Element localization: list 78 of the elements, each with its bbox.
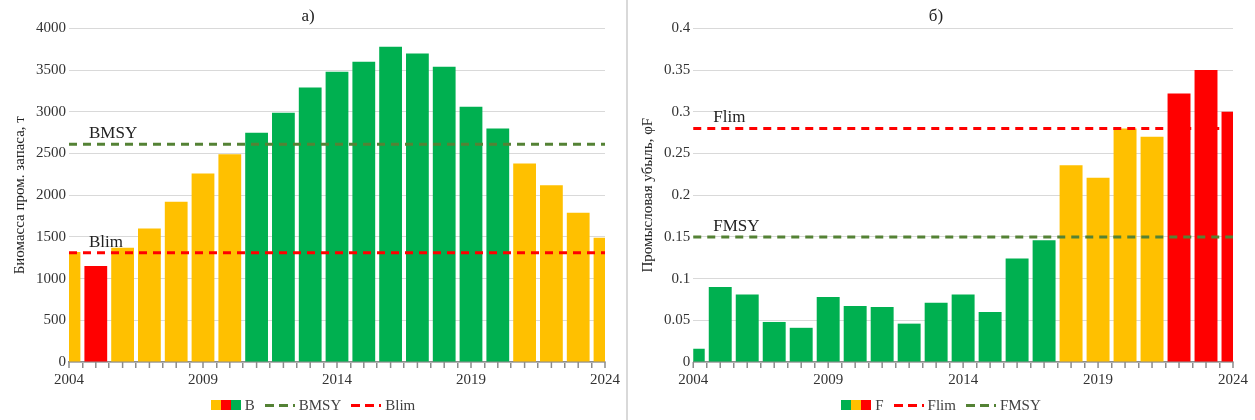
- bar: [816, 296, 840, 362]
- legend-label: F: [875, 396, 884, 414]
- legend-label: B: [244, 396, 255, 414]
- bar: [762, 321, 786, 362]
- x-tick-label: 2019: [1083, 370, 1114, 387]
- y-tick-label: 1000: [36, 269, 66, 286]
- ref-line-label: FMSY: [713, 215, 760, 235]
- x-tick-label: 2014: [322, 370, 353, 387]
- bar: [1032, 240, 1056, 362]
- bar: [897, 323, 921, 362]
- y-tick-label: 0: [58, 352, 66, 369]
- bar: [1059, 165, 1083, 362]
- x-tick-label: 2004: [54, 370, 85, 387]
- bar: [843, 306, 867, 362]
- text: BMSY: [298, 396, 342, 413]
- bar: [84, 266, 108, 362]
- bar: [298, 87, 322, 362]
- y-tick-label: 0.35: [664, 61, 691, 78]
- x-tick-label: 2009: [813, 370, 844, 387]
- bar: [735, 294, 759, 362]
- y-tick-label: 500: [43, 311, 66, 328]
- bar: [1005, 258, 1029, 362]
- text: FMSY: [999, 396, 1041, 413]
- y-tick-label: 4000: [36, 19, 66, 36]
- x-tick-label: 2024: [1218, 370, 1249, 387]
- ref-line-label: Blim: [89, 231, 124, 251]
- y-tick-label: 2000: [36, 186, 66, 203]
- y-tick-label: 2500: [36, 144, 66, 161]
- y-tick-label: 1500: [36, 227, 66, 244]
- bar: [1140, 136, 1164, 362]
- text: Flim: [927, 396, 956, 413]
- bar: [459, 106, 483, 362]
- y-axis-title: Промысловая убыль, φF: [638, 117, 655, 273]
- y-tick-label: 0.4: [671, 19, 691, 36]
- bar: [789, 327, 813, 362]
- bar: [164, 201, 188, 362]
- ref-line-label: Flim: [713, 107, 746, 127]
- bar: [245, 132, 268, 362]
- y-tick-label: 0.1: [671, 269, 691, 286]
- bar: [406, 53, 429, 362]
- y-tick-label: 3500: [36, 61, 66, 78]
- y-tick-label: 0.15: [664, 227, 691, 244]
- y-tick-label: 0.05: [664, 311, 691, 328]
- bar: [708, 286, 732, 362]
- y-tick-label: 3000: [36, 102, 66, 119]
- bar: [486, 128, 510, 362]
- x-tick-label: 2019: [456, 370, 486, 387]
- ref-line-label: BMSY: [89, 123, 138, 143]
- bar: [540, 185, 563, 362]
- bar: [951, 294, 975, 362]
- bar: [379, 46, 402, 362]
- bar: [924, 302, 948, 362]
- bar: [272, 112, 295, 362]
- bar: [325, 71, 349, 362]
- y-tick-label: 0: [682, 352, 691, 369]
- y-axis-title: Биомасса пром. запаса, т: [10, 115, 27, 275]
- x-tick-label: 2024: [590, 370, 621, 387]
- y-tick-label: 0.2: [671, 186, 691, 203]
- x-tick-label: 2009: [188, 370, 218, 387]
- y-tick-label: 0.3: [671, 102, 691, 119]
- chart-title: а): [301, 5, 315, 25]
- bar: [218, 154, 242, 362]
- bar: [870, 306, 894, 362]
- bar: [566, 212, 590, 362]
- bar: [432, 66, 456, 362]
- bar: [111, 247, 134, 362]
- bar: [352, 61, 376, 362]
- bar: [513, 163, 536, 362]
- bar: [978, 311, 1002, 362]
- y-tick-label: 0.25: [664, 144, 691, 161]
- bar: [138, 228, 161, 362]
- text: Blim: [385, 396, 416, 413]
- bar: [1086, 177, 1110, 362]
- x-tick-label: 2004: [678, 370, 709, 387]
- x-tick-label: 2014: [948, 370, 979, 387]
- bar: [191, 173, 215, 362]
- chart-title: б): [928, 5, 944, 25]
- bar: [1113, 128, 1137, 362]
